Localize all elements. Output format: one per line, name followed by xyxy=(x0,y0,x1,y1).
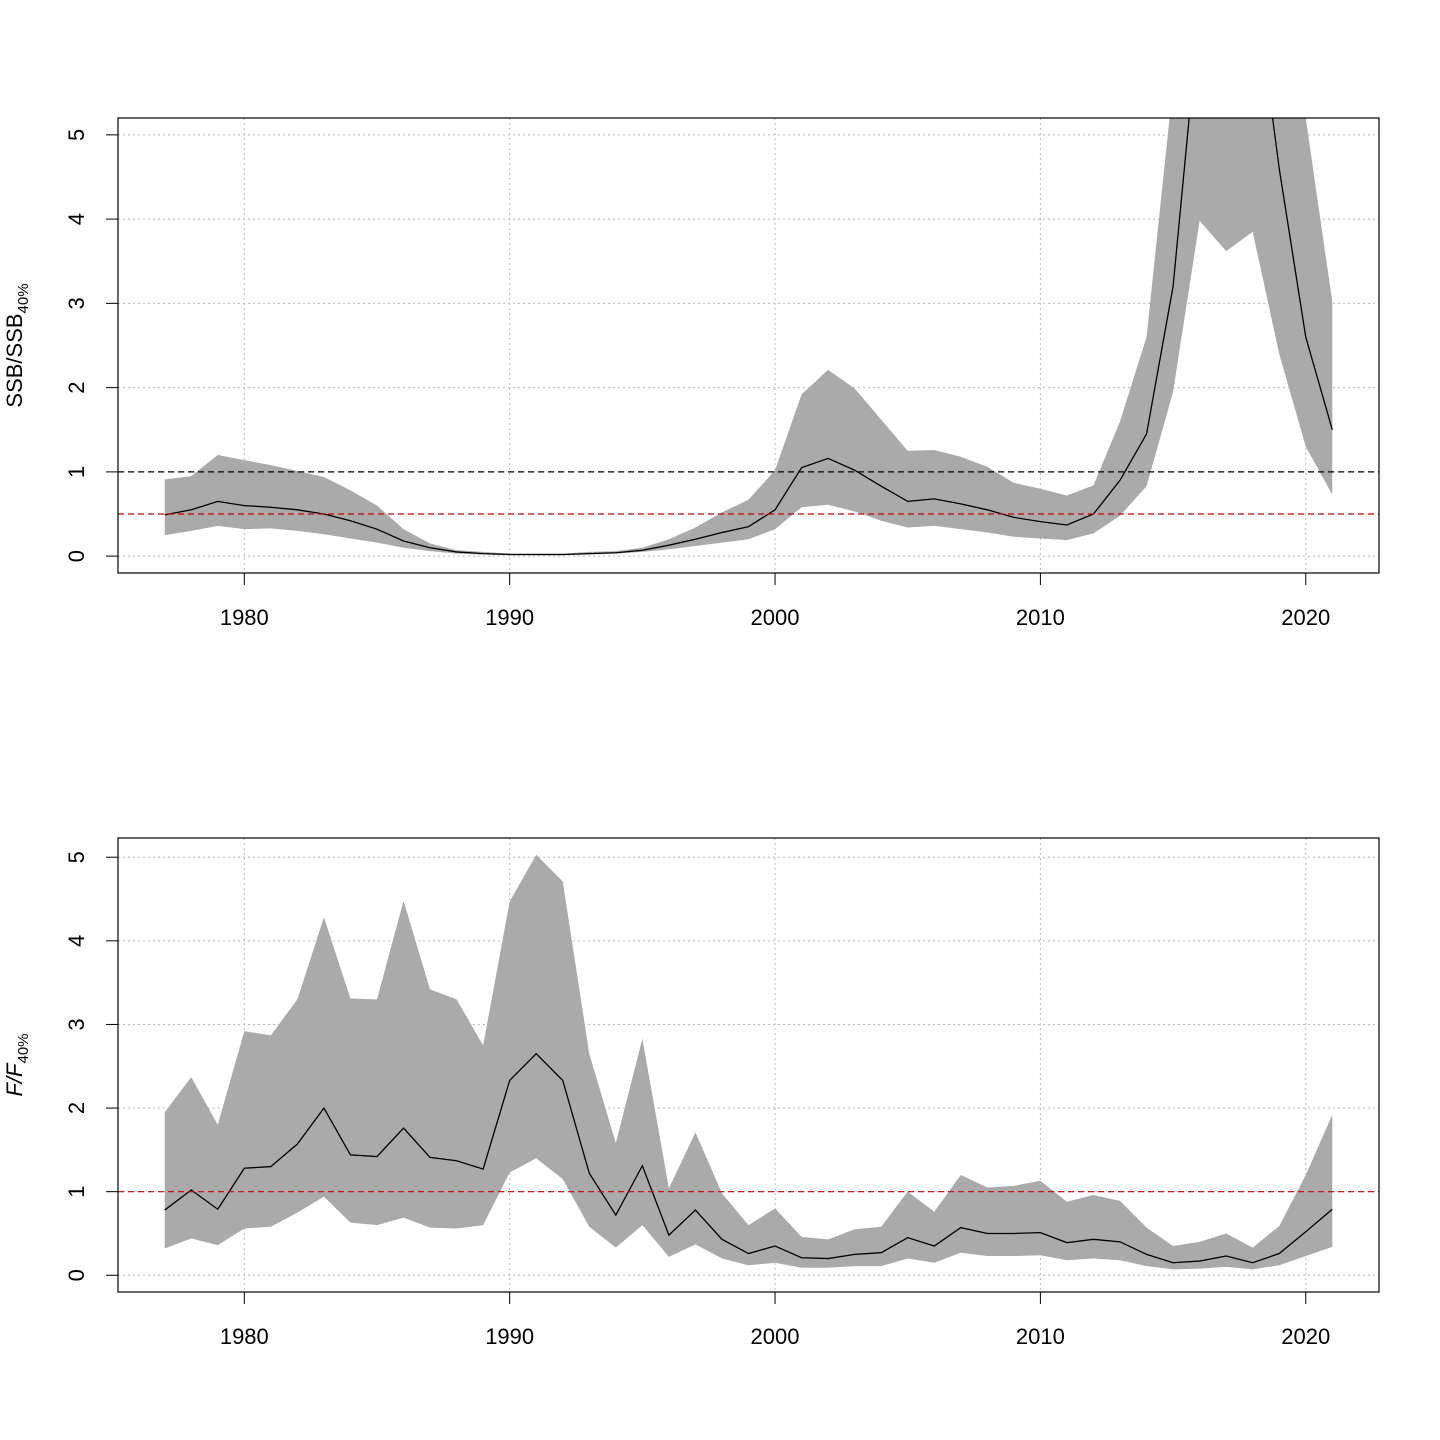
y-tick-label: 0 xyxy=(64,550,89,562)
plot-area xyxy=(118,854,1379,1270)
x-tick-label: 2000 xyxy=(751,1324,800,1349)
y-tick-label: 2 xyxy=(64,1102,89,1114)
y-axis-label-main: SSB/SSB xyxy=(2,313,27,407)
x-tick-label: 1990 xyxy=(485,1324,534,1349)
median-line xyxy=(164,118,1333,556)
confidence-band xyxy=(164,118,1333,556)
y-tick-label: 5 xyxy=(64,129,89,141)
y-tick-label: 3 xyxy=(64,297,89,309)
y-tick-label: 1 xyxy=(64,1186,89,1198)
y-tick-label: 4 xyxy=(64,213,89,225)
y-axis-label: F/F40% xyxy=(2,1033,32,1096)
y-tick-label: 2 xyxy=(64,382,89,394)
y-axis-label-subscript: 40% xyxy=(15,283,32,313)
y-axis-label-subscript: 40% xyxy=(15,1033,32,1063)
plot-frame xyxy=(117,117,1380,574)
y-tick-label: 0 xyxy=(64,1269,89,1281)
confidence-band xyxy=(164,854,1333,1270)
y-axis-label: SSB/SSB40% xyxy=(2,283,32,407)
x-tick-label: 2000 xyxy=(751,605,800,630)
x-tick-label: 2010 xyxy=(1016,605,1065,630)
x-tick-label: 1990 xyxy=(485,605,534,630)
x-tick-label: 2010 xyxy=(1016,1324,1065,1349)
x-tick-label: 2020 xyxy=(1281,1324,1330,1349)
plot-frame xyxy=(117,837,1380,1293)
y-tick-label: 1 xyxy=(64,466,89,478)
y-tick-label: 5 xyxy=(64,851,89,863)
x-tick-label: 1980 xyxy=(220,605,269,630)
x-tick-label: 1980 xyxy=(220,1324,269,1349)
plot-area xyxy=(118,118,1379,556)
y-axis-label-main: F/F xyxy=(2,1062,27,1097)
y-tick-label: 4 xyxy=(64,935,89,947)
median-line xyxy=(164,1052,1333,1264)
y-tick-label: 3 xyxy=(64,1018,89,1030)
x-tick-label: 2020 xyxy=(1281,605,1330,630)
